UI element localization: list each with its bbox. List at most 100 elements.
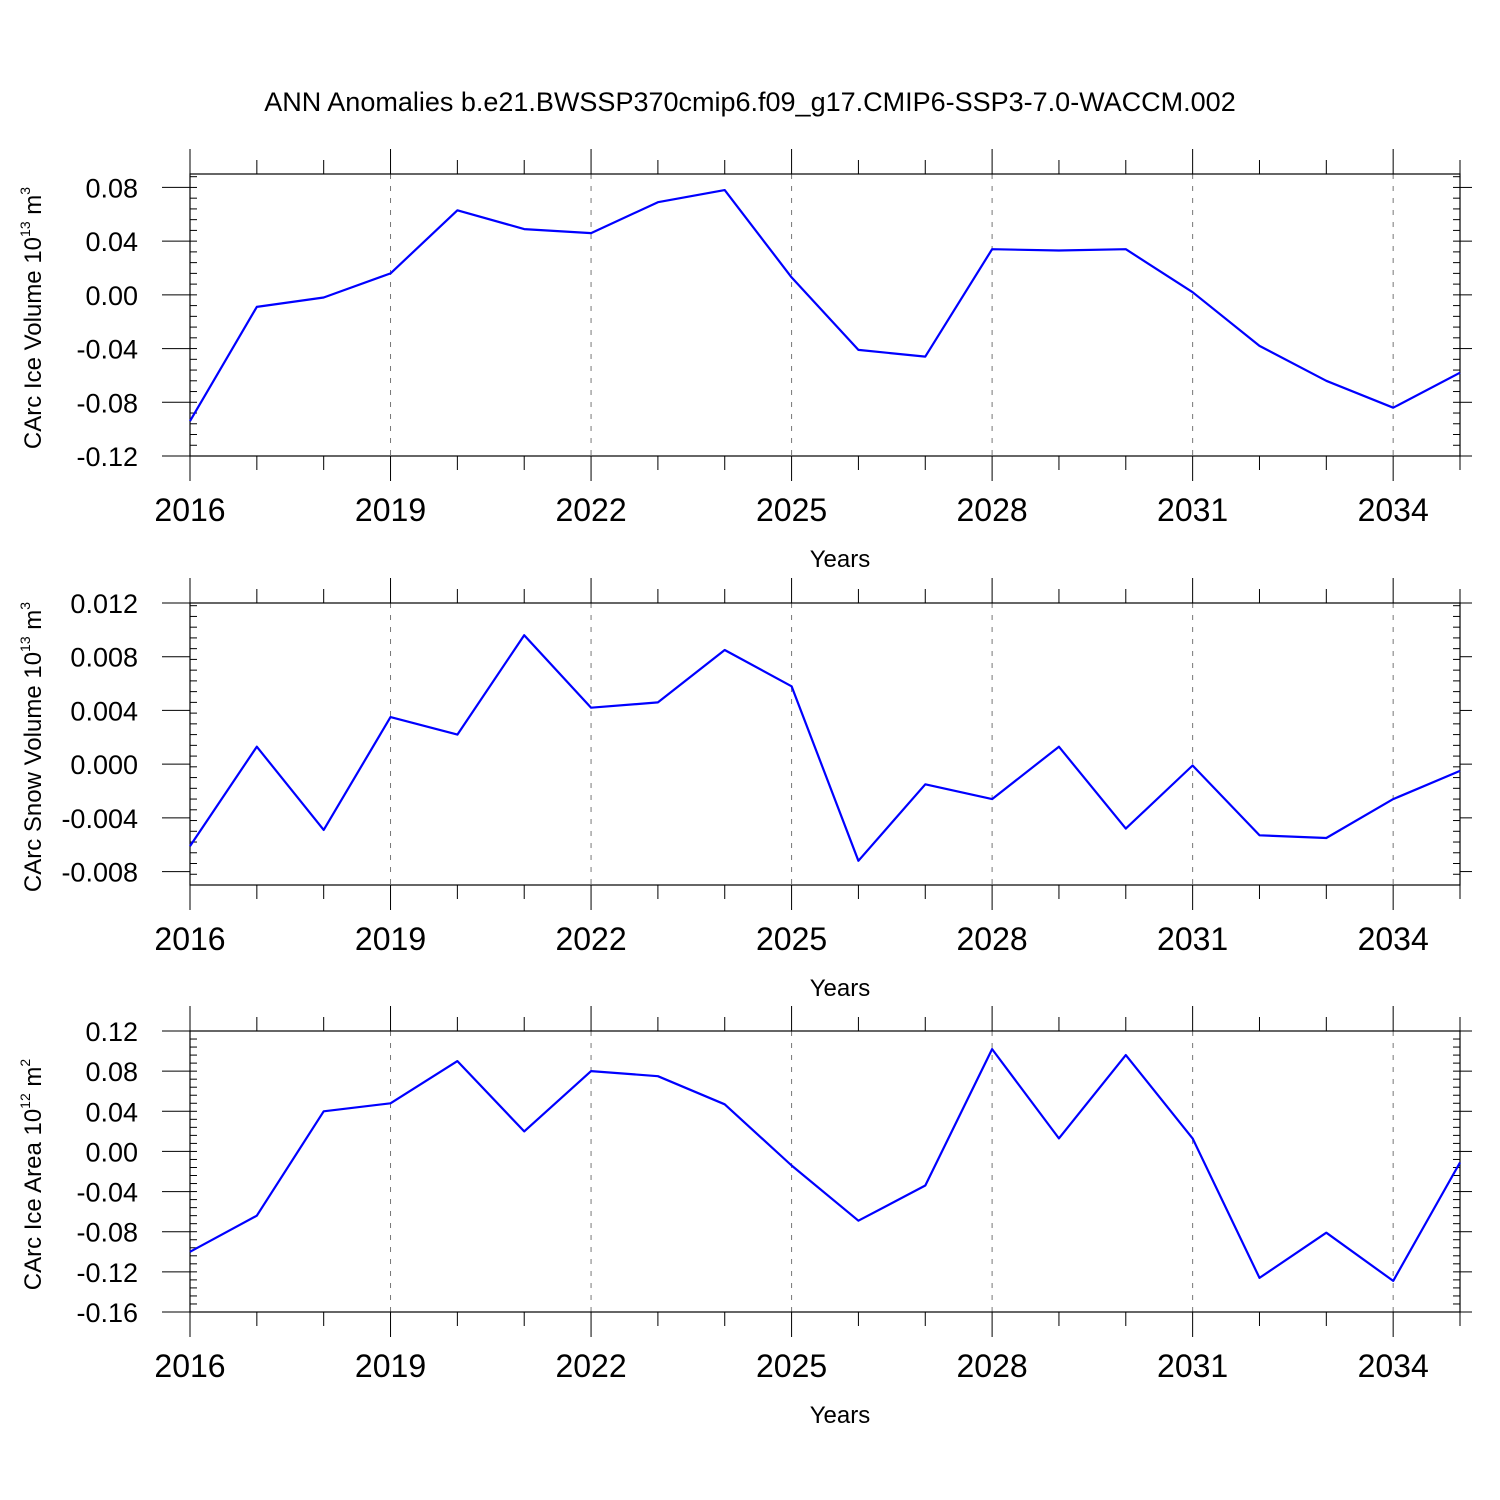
data-point (1124, 1053, 1128, 1057)
data-point (389, 715, 393, 719)
y-axis-title: CArc Snow Volume 1013 m3 (17, 602, 47, 892)
x-axis-title: Years (810, 975, 871, 1002)
data-point (522, 227, 526, 231)
y-tick-label: 0.008 (70, 643, 138, 673)
x-tick-label: 2016 (154, 492, 225, 528)
y-tick-label: 0.012 (70, 589, 138, 619)
data-point (1391, 797, 1395, 801)
y-tick-label: -0.12 (76, 442, 138, 472)
data-point (389, 271, 393, 275)
data-point (1057, 249, 1061, 253)
data-point (856, 859, 860, 863)
data-point (923, 782, 927, 786)
data-point (856, 1219, 860, 1223)
data-point (188, 419, 192, 423)
y-tick-label: 0.04 (85, 1097, 138, 1127)
data-point (522, 1129, 526, 1133)
x-tick-label: 2016 (154, 1348, 225, 1384)
data-point (723, 648, 727, 652)
data-point (255, 1214, 259, 1218)
y-tick-label: 0.04 (85, 227, 138, 257)
series-line (189, 189, 1461, 422)
data-point (1458, 371, 1462, 375)
y-tick-label: 0.08 (85, 173, 138, 203)
figure-title: ANN Anomalies b.e21.BWSSP370cmip6.f09_g1… (264, 87, 1235, 117)
data-point (455, 1059, 459, 1063)
y-tick-label: 0.00 (85, 1137, 138, 1167)
panel-ice-volume: -0.12 -0.08 -0.04 0.00 0.04 0.08 2016 2019 2022 2… (17, 149, 1472, 573)
data-point (990, 797, 994, 801)
data-point (522, 633, 526, 637)
x-tick-label: 2034 (1358, 921, 1429, 957)
data-point (1458, 769, 1462, 773)
data-point (455, 208, 459, 212)
x-tick-label: 2025 (756, 1348, 827, 1384)
y-tick-label: -0.12 (76, 1258, 138, 1288)
data-point (656, 200, 660, 204)
y-tick-label: 0.12 (85, 1017, 138, 1047)
data-point (1191, 764, 1195, 768)
data-point (1057, 745, 1061, 749)
data-point (656, 1074, 660, 1078)
plot-frame (189, 602, 1461, 886)
data-point (1391, 1279, 1395, 1283)
data-point (589, 706, 593, 710)
data-point (1124, 827, 1128, 831)
x-tick-label: 2028 (957, 921, 1028, 957)
data-point (923, 1184, 927, 1188)
data-point (1191, 290, 1195, 294)
plot-frame (189, 173, 1461, 457)
x-tick-label: 2028 (957, 1348, 1028, 1384)
data-point (255, 305, 259, 309)
x-tick-label: 2022 (555, 1348, 626, 1384)
y-tick-label: 0.004 (70, 696, 138, 726)
x-tick-label: 2025 (756, 492, 827, 528)
data-point (455, 733, 459, 737)
data-point (1057, 1136, 1061, 1140)
data-point (255, 745, 259, 749)
y-axis-title: CArc Ice Area 1012 m2 (17, 1059, 47, 1291)
x-tick-label: 2031 (1157, 1348, 1228, 1384)
data-point (1124, 247, 1128, 251)
data-point (589, 1069, 593, 1073)
data-point (1258, 344, 1262, 348)
data-point (1391, 406, 1395, 410)
data-point (589, 231, 593, 235)
data-point (322, 1109, 326, 1113)
data-point (1324, 836, 1328, 840)
data-point (1258, 833, 1262, 837)
plot-frame (189, 1030, 1461, 1313)
y-tick-label: 0.00 (85, 281, 138, 311)
data-point (723, 188, 727, 192)
data-point (790, 275, 794, 279)
y-tick-label: -0.004 (61, 804, 138, 834)
x-tick-label: 2022 (555, 921, 626, 957)
x-axis-title: Years (810, 546, 871, 573)
x-tick-label: 2034 (1358, 1348, 1429, 1384)
x-tick-label: 2019 (355, 921, 426, 957)
data-point (1458, 1161, 1462, 1165)
panel-ice-area: -0.16 -0.12 -0.08 -0.04 0.00 0.04 0.08 0.12 2016… (17, 1006, 1472, 1429)
data-point (1191, 1136, 1195, 1140)
x-tick-label: 2022 (555, 492, 626, 528)
data-point (656, 700, 660, 704)
x-tick-label: 2019 (355, 1348, 426, 1384)
data-point (790, 1164, 794, 1168)
data-point (322, 296, 326, 300)
data-point (1324, 379, 1328, 383)
x-tick-label: 2028 (957, 492, 1028, 528)
data-point (790, 684, 794, 688)
data-point (856, 348, 860, 352)
y-tick-label: -0.16 (76, 1298, 138, 1328)
data-point (1324, 1231, 1328, 1235)
series-line (189, 1047, 1461, 1283)
y-tick-label: -0.04 (76, 335, 138, 365)
y-tick-label: 0.000 (70, 750, 138, 780)
data-point (723, 1102, 727, 1106)
y-tick-label: -0.08 (76, 388, 138, 418)
y-tick-label: -0.08 (76, 1218, 138, 1248)
data-point (322, 828, 326, 832)
data-point (389, 1101, 393, 1105)
x-tick-label: 2034 (1358, 492, 1429, 528)
